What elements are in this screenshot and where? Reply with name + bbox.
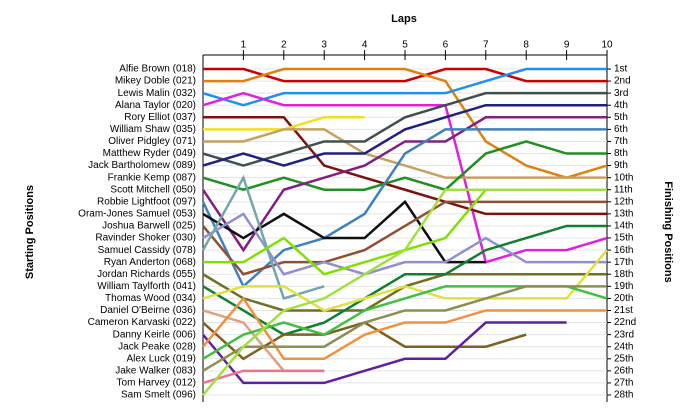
series-label: Jake Walker (083) (115, 365, 196, 376)
series-label: William Taylforth (041) (97, 281, 196, 292)
series-line (201, 174, 325, 300)
y2-tick-label: 11th (614, 184, 633, 195)
series-label: Thomas Wood (034) (105, 293, 196, 304)
y2-tick-label: 8th (614, 148, 628, 159)
series-line (202, 273, 607, 312)
y2-tick-label: 16th (614, 245, 633, 256)
y2-tick-label: 12th (614, 196, 633, 207)
x-tick-label: 4 (362, 40, 368, 51)
series-label: William Shaw (035) (110, 124, 196, 135)
y2-tick-label: 19th (614, 281, 633, 292)
series-label: Tom Harvey (012) (117, 378, 196, 389)
y2-tick-label: 25th (614, 353, 633, 364)
x-tick-label: 10 (601, 40, 613, 51)
y2-tick-label: 3rd (614, 88, 628, 99)
y2-tick-label: 22nd (614, 317, 636, 328)
series-line (201, 116, 607, 253)
y2-tick-label: 18th (614, 269, 633, 280)
series-label: Cameron Karvaski (022) (88, 317, 196, 328)
series-label: Rory Elliot (037) (124, 112, 196, 123)
series-line (202, 103, 607, 167)
series-line (202, 140, 607, 192)
series-label: Ryan Anderton (068) (104, 257, 196, 268)
y2-tick-label: 21st (614, 305, 633, 316)
x-tick-label: 6 (443, 40, 449, 51)
y2-tick-label: 20th (614, 293, 633, 304)
series-line (202, 212, 607, 276)
series-label: Daniel O'Beirne (036) (100, 305, 196, 316)
y2-tick-label: 27th (614, 378, 633, 389)
series-label: Frankie Kemp (087) (108, 172, 196, 183)
chart-title: Laps (391, 13, 417, 25)
y2-tick-label: 26th (614, 365, 633, 376)
y2-tick-label: 17th (614, 257, 633, 268)
series-line (202, 285, 607, 372)
y-axis-title: Starting Positions (24, 185, 36, 279)
series-line (202, 67, 607, 107)
x-tick-label: 5 (402, 40, 408, 51)
y2-tick-label: 9th (614, 160, 628, 171)
series-label: Jack Peake (028) (118, 341, 196, 352)
series-line (202, 188, 607, 396)
series-label: Alana Taylor (020) (115, 100, 196, 111)
x-tick-label: 9 (564, 40, 570, 51)
series-label: Oliver Pidgley (071) (108, 136, 196, 147)
series-line (202, 91, 607, 167)
series-line (203, 128, 607, 179)
y2-tick-label: 6th (614, 124, 628, 135)
series-line (202, 249, 608, 312)
y2-tick-label: 13th (614, 209, 633, 220)
series-line (202, 91, 608, 264)
series-label: Matthew Ryder (049) (103, 148, 196, 159)
series-label: Mikey Doble (021) (115, 76, 196, 87)
series-line (202, 309, 325, 373)
series-label: Ravinder Shoker (030) (95, 233, 196, 244)
series-line (202, 321, 567, 385)
series-label: Joshua Barwell (025) (102, 221, 196, 232)
series-line (202, 200, 607, 276)
x-tick-label: 7 (483, 40, 489, 51)
y2-axis-title: Finishing Positions (662, 181, 674, 282)
y2-tick-label: 23rd (614, 329, 634, 340)
x-tick-label: 2 (281, 40, 287, 51)
series-line (203, 67, 607, 83)
x-tick-label: 3 (321, 40, 327, 51)
series-label: Danny Keirle (006) (113, 329, 196, 340)
series-label: Jordan Richards (055) (97, 269, 196, 280)
series-label: Samuel Cassidy (078) (98, 245, 196, 256)
y2-tick-label: 1st (614, 64, 628, 75)
series-label: Scott Mitchell (050) (110, 184, 196, 195)
series-line (202, 369, 325, 385)
y2-tick-label: 15th (614, 233, 633, 244)
y2-tick-label: 2nd (614, 76, 631, 87)
y2-tick-label: 10th (614, 172, 633, 183)
series-label: Jack Bartholomew (089) (88, 160, 196, 171)
y2-tick-label: 28th (614, 390, 633, 401)
series-label: Alex Luck (019) (127, 353, 196, 364)
y2-tick-label: 14th (614, 221, 633, 232)
y2-tick-label: 24th (614, 341, 633, 352)
series-line (203, 116, 607, 216)
x-tick-label: 1 (241, 40, 247, 51)
series-label: Sam Smelt (096) (121, 390, 196, 401)
series-line (202, 296, 607, 361)
series-line (203, 67, 608, 179)
series-label: Alfie Brown (018) (119, 64, 196, 75)
x-tick-label: 8 (523, 40, 529, 51)
series-line (202, 199, 486, 264)
y2-tick-label: 4th (614, 100, 628, 111)
series-label: Lewis Malin (032) (118, 88, 196, 99)
series-label: Robbie Lightfoot (097) (97, 196, 196, 207)
series-label: Oram-Jones Samuel (053) (78, 209, 196, 220)
y2-tick-label: 7th (614, 136, 628, 147)
y2-tick-label: 5th (614, 112, 628, 123)
series-line (201, 128, 607, 289)
